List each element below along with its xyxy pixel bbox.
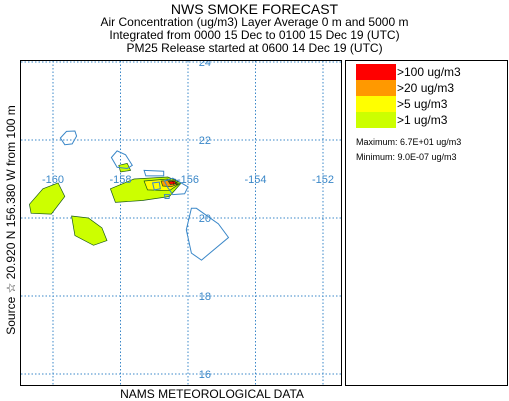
lat-tick-label-24: 24 [199, 61, 211, 69]
coastline-lanai [151, 181, 161, 191]
lat-tick-label-22: 22 [199, 135, 211, 147]
lon-tick-label--160: -160 [42, 174, 64, 186]
coastline-maui [163, 177, 189, 196]
map-panel: -160 -158 -156 -154 -152 24 22 20 18 16 ☆ [20, 60, 342, 386]
legend-minimum: Minimum: 9.0E-07 ug/m3 [356, 152, 457, 162]
smoke-contour-0 [29, 182, 66, 215]
legend-item-100: >100 ug/m3 [356, 64, 506, 80]
legend-label-20: >20 ug/m3 [397, 81, 455, 95]
coastline-oahu [110, 150, 133, 170]
lat-tick-label-16: 16 [199, 369, 211, 381]
source-location-label: Source ☆ 20.920 N 156.380 W from 100 m [4, 105, 18, 335]
smoke-contour-6 [167, 180, 177, 185]
subtitle-integration: Integrated from 0000 15 Dec to 0100 15 D… [109, 28, 400, 42]
legend-item-20: >20 ug/m3 [356, 80, 506, 96]
legend-item-5: >5 ug/m3 [356, 96, 506, 112]
legend-swatch-100 [356, 64, 396, 80]
legend-panel: >100 ug/m3 >20 ug/m3 >5 ug/m3 >1 ug/m3 M… [345, 60, 508, 386]
coastline-kahoolawe [163, 194, 170, 199]
smoke-contour-1 [71, 215, 108, 246]
legend-label-1: >1 ug/m3 [397, 113, 448, 127]
coastline-molokai [143, 169, 165, 177]
lon-tick-label--154: -154 [244, 174, 266, 186]
map-svg: -160 -158 -156 -154 -152 24 22 20 18 16 ☆ [21, 61, 341, 385]
legend-item-1: >1 ug/m3 [356, 112, 506, 128]
lon-tick-label--152: -152 [312, 174, 334, 186]
lon-tick-label--158: -158 [109, 174, 131, 186]
legend-swatch-1 [356, 112, 396, 128]
lat-tick-label-18: 18 [199, 291, 211, 303]
chart-title: NWS SMOKE FORECAST [170, 1, 339, 17]
source-star-icon: ☆ [171, 178, 179, 188]
meteorological-data-label: NAMS METEOROLOGICAL DATA [120, 387, 304, 401]
subtitle-release: PM25 Release started at 0600 14 Dec 19 (… [126, 41, 383, 55]
legend-label-100: >100 ug/m3 [397, 65, 461, 79]
legend-swatch-20 [356, 80, 396, 96]
legend-label-5: >5 ug/m3 [397, 97, 448, 111]
legend-maximum: Maximum: 6.7E+01 ug/m3 [356, 137, 462, 147]
subtitle-concentration: Air Concentration (ug/m3) Layer Average … [100, 15, 409, 29]
legend-swatch-5 [356, 96, 396, 112]
coastline-kauai [59, 130, 78, 146]
lon-tick-label--156: -156 [177, 174, 199, 186]
coastline-hawaii [185, 207, 230, 261]
lat-tick-label-20: 20 [199, 213, 211, 225]
